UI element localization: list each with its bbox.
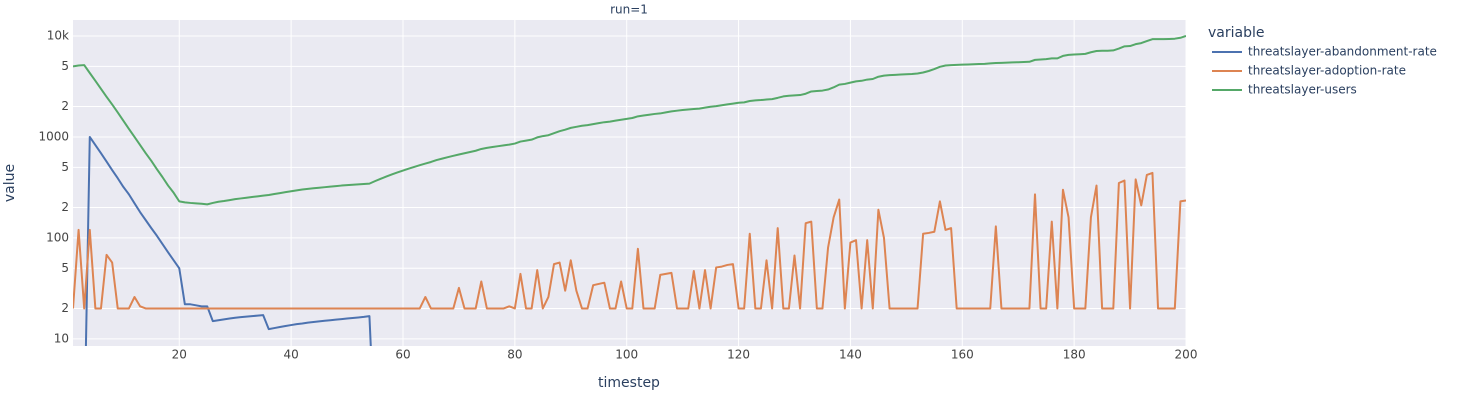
y-axis-title: value bbox=[2, 164, 18, 202]
y-tick-label: 100 bbox=[46, 230, 69, 244]
y-tick-label: 2 bbox=[61, 200, 69, 214]
legend-title: variable bbox=[1208, 25, 1264, 41]
x-tick-label: 140 bbox=[839, 348, 862, 362]
x-tick-label: 100 bbox=[615, 348, 638, 362]
y-tick-label: 5 bbox=[61, 261, 69, 275]
series-line bbox=[73, 35, 1186, 206]
x-tick-label: 80 bbox=[507, 348, 522, 362]
series-line bbox=[84, 135, 372, 346]
x-tick-label: 40 bbox=[283, 348, 298, 362]
x-tick-label: 60 bbox=[395, 348, 410, 362]
legend-label: threatslayer-users bbox=[1248, 83, 1357, 97]
grid bbox=[73, 20, 1187, 346]
y-tick-label: 1000 bbox=[38, 129, 69, 143]
chart-title: run=1 bbox=[610, 3, 648, 17]
y-tick-label: 5 bbox=[61, 59, 69, 73]
x-tick-label: 20 bbox=[172, 348, 187, 362]
y-tick-label: 2 bbox=[61, 301, 69, 315]
x-tick-label: 160 bbox=[951, 348, 974, 362]
y-tick-label: 5 bbox=[61, 160, 69, 174]
legend-label: threatslayer-adoption-rate bbox=[1248, 64, 1406, 78]
y-tick-label: 10k bbox=[47, 28, 69, 42]
legend-label: threatslayer-abandonment-rate bbox=[1248, 45, 1437, 59]
legend: threatslayer-abandonment-rate threatslaye… bbox=[1212, 45, 1437, 97]
x-axis-title: timestep bbox=[598, 375, 660, 391]
x-tick-label: 180 bbox=[1063, 348, 1086, 362]
y-tick-label: 2 bbox=[61, 99, 69, 113]
x-tick-label: 120 bbox=[727, 348, 750, 362]
lines bbox=[73, 35, 1186, 346]
y-tick-label: 10 bbox=[54, 331, 69, 345]
series-line bbox=[73, 171, 1186, 310]
x-tick-label: 200 bbox=[1175, 348, 1198, 362]
plot-area bbox=[73, 20, 1186, 346]
